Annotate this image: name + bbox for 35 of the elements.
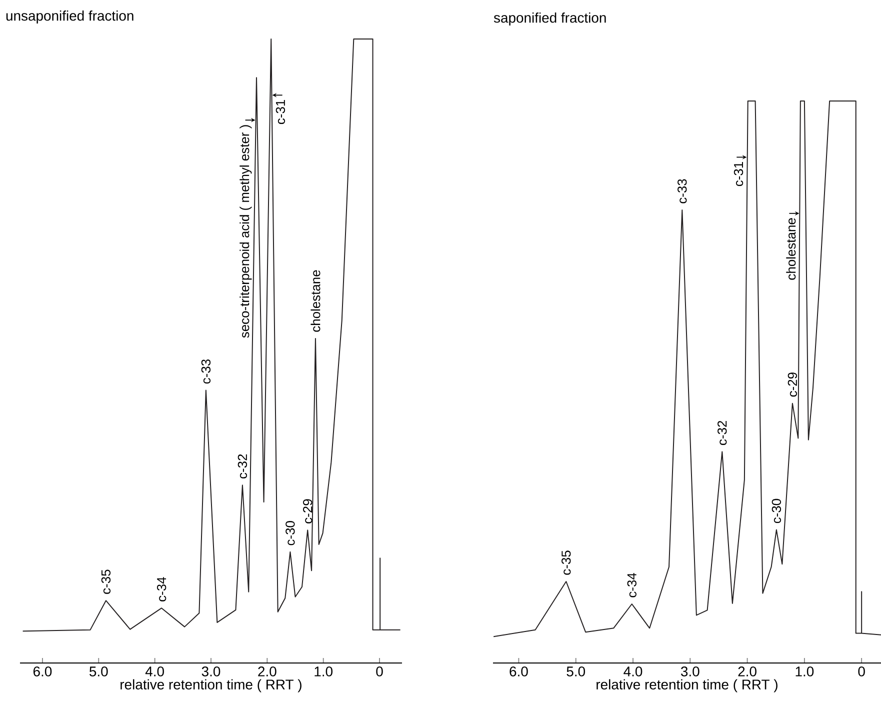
chart-title: saponified fraction	[494, 12, 606, 26]
x-tick-label: 6.0	[33, 666, 52, 676]
x-tick-label: 2.0	[738, 666, 756, 676]
x-tick-label: 5.0	[90, 666, 108, 676]
x-tick-label: 0	[858, 666, 865, 676]
x-tick-label: 1.0	[796, 666, 814, 676]
x-tick-label: 5.0	[566, 666, 586, 676]
annotation: c-32	[238, 454, 248, 478]
annotation: c-32	[718, 420, 727, 445]
x-tick-label: 1.0	[314, 666, 332, 676]
x-tick-label: 6.0	[510, 666, 528, 676]
annotation: c-30	[286, 521, 295, 546]
annotation: c-35	[562, 550, 571, 575]
chart-title: unsaponified fraction	[6, 10, 134, 24]
x-axis-title: relative retention time ( RRT )	[120, 679, 302, 692]
annotation: c-29	[303, 499, 312, 524]
annotation: c-31	[734, 162, 744, 186]
x-tick-label: 4.0	[624, 666, 642, 676]
annotation: c-33	[678, 179, 687, 204]
x-tick-label: 0	[376, 666, 383, 676]
annotation: c-33	[201, 359, 211, 384]
annotation: c-34	[627, 572, 636, 598]
x-axis-title: relative retention time ( RRT )	[596, 679, 778, 692]
annotation: cholestane	[310, 270, 320, 332]
annotation: c-29	[788, 372, 798, 397]
x-tick-label: 2.0	[258, 666, 276, 676]
annotation: c-30	[772, 498, 782, 524]
annotation: c-31	[276, 100, 286, 124]
x-tick-label: 4.0	[145, 666, 164, 676]
annotation: cholestane	[786, 218, 796, 280]
annotation: c-34	[156, 577, 166, 602]
annotation: seco-triterpenoid acid ( methyl ester )	[240, 125, 252, 338]
annotation: c-35	[101, 570, 111, 594]
x-tick-label: 3.0	[202, 666, 220, 676]
x-tick-label: 3.0	[680, 666, 700, 676]
